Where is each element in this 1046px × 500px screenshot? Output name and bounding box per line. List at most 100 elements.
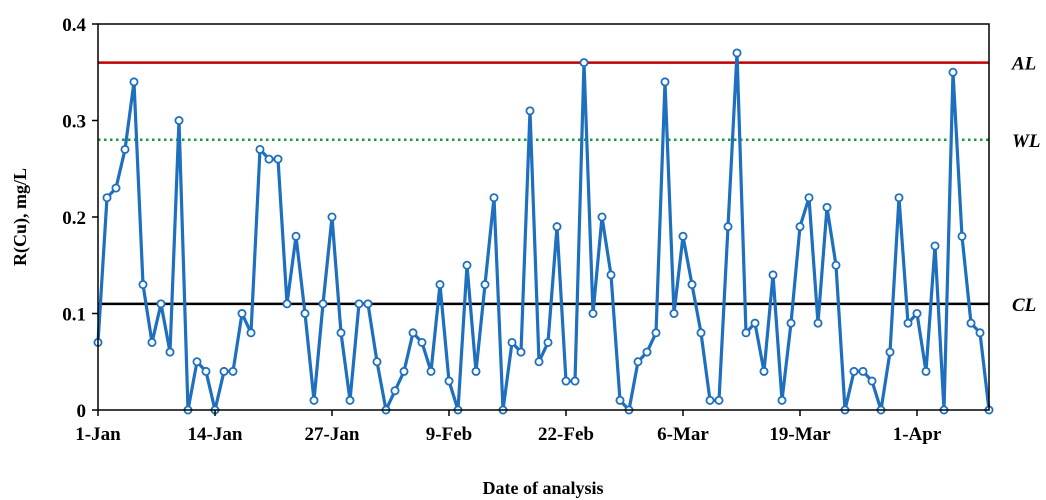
data-point xyxy=(471,366,481,376)
limit-labels: AL WL CL xyxy=(1011,54,1041,316)
data-point xyxy=(741,328,751,338)
data-point xyxy=(732,48,742,58)
data-point xyxy=(228,366,238,376)
data-point xyxy=(894,193,904,203)
data-point xyxy=(804,193,814,203)
data-point xyxy=(237,308,247,318)
data-point xyxy=(318,299,328,309)
data-point xyxy=(903,318,913,328)
data-point xyxy=(570,376,580,386)
data-point xyxy=(597,212,607,222)
data-point xyxy=(417,337,427,347)
data-series xyxy=(93,48,994,415)
data-point xyxy=(300,308,310,318)
data-point xyxy=(309,395,319,405)
data-point xyxy=(399,366,409,376)
data-point xyxy=(489,193,499,203)
data-point xyxy=(714,395,724,405)
data-point xyxy=(363,299,373,309)
data-point xyxy=(561,376,571,386)
data-point xyxy=(750,318,760,328)
data-point xyxy=(255,144,265,154)
control-label-cl: CL xyxy=(1012,295,1036,316)
data-point xyxy=(966,318,976,328)
data-point xyxy=(327,212,337,222)
data-point xyxy=(480,280,490,290)
data-point xyxy=(273,154,283,164)
data-point xyxy=(444,376,454,386)
x-tick-label: 22-Feb xyxy=(538,424,594,445)
data-point xyxy=(678,231,688,241)
data-point xyxy=(435,280,445,290)
data-point xyxy=(957,231,967,241)
data-point xyxy=(660,77,670,87)
data-point xyxy=(975,328,985,338)
data-point xyxy=(768,270,778,280)
control-lines xyxy=(98,61,989,306)
data-point xyxy=(543,337,553,347)
data-point xyxy=(849,366,859,376)
data-point xyxy=(165,347,175,357)
data-point xyxy=(633,357,643,367)
data-point xyxy=(147,337,157,347)
data-point xyxy=(813,318,823,328)
data-point xyxy=(867,376,877,386)
data-point xyxy=(525,106,535,116)
data-point xyxy=(723,222,733,232)
data-point xyxy=(552,222,562,232)
data-point xyxy=(516,347,526,357)
x-tick-label: 14-Jan xyxy=(188,424,243,445)
data-point xyxy=(858,366,868,376)
data-point xyxy=(345,395,355,405)
x-tick-label: 1-Apr xyxy=(893,424,942,445)
data-point xyxy=(390,386,400,396)
data-point xyxy=(921,366,931,376)
data-point xyxy=(129,77,139,87)
data-point xyxy=(291,231,301,241)
data-point xyxy=(651,328,661,338)
data-point xyxy=(705,395,715,405)
data-point xyxy=(354,299,364,309)
data-point xyxy=(687,280,697,290)
data-point xyxy=(219,366,229,376)
data-point xyxy=(831,260,841,270)
data-point xyxy=(336,328,346,338)
y-tick-label: 0.1 xyxy=(62,305,86,326)
x-tick-label: 9-Feb xyxy=(426,424,472,445)
x-axis-title: Date of analysis xyxy=(483,478,604,498)
y-tick-label: 0.3 xyxy=(62,112,86,133)
data-point xyxy=(372,357,382,367)
axes: 0 0.1 0.2 0.3 0.4 1-Jan 14-Jan 27-Jan 9-Feb 22-Fe… xyxy=(62,15,990,445)
data-point xyxy=(426,366,436,376)
data-point xyxy=(120,144,130,154)
data-point xyxy=(912,308,922,318)
y-tick-label: 0.4 xyxy=(62,15,86,36)
data-point xyxy=(201,366,211,376)
x-tick-label: 1-Jan xyxy=(75,424,121,445)
x-tick-label: 6-Mar xyxy=(657,424,709,445)
data-point xyxy=(786,318,796,328)
data-point xyxy=(507,337,517,347)
data-point xyxy=(264,154,274,164)
data-point xyxy=(606,270,616,280)
data-point xyxy=(408,328,418,338)
y-axis-title: R(Cu), mg/L xyxy=(10,168,31,266)
data-point xyxy=(102,193,112,203)
data-point xyxy=(696,328,706,338)
data-point xyxy=(462,260,472,270)
y-tick-label: 0 xyxy=(77,401,87,422)
control-label-al: AL xyxy=(1011,54,1036,75)
data-point xyxy=(885,347,895,357)
data-point xyxy=(777,395,787,405)
data-point xyxy=(795,222,805,232)
data-point xyxy=(282,299,292,309)
control-label-wl: WL xyxy=(1012,131,1041,152)
data-point xyxy=(156,299,166,309)
x-tick-label: 27-Jan xyxy=(305,424,360,445)
data-point xyxy=(588,308,598,318)
data-point xyxy=(642,347,652,357)
data-point xyxy=(192,357,202,367)
data-point xyxy=(534,357,544,367)
x-tick-label: 19-Mar xyxy=(769,424,831,445)
